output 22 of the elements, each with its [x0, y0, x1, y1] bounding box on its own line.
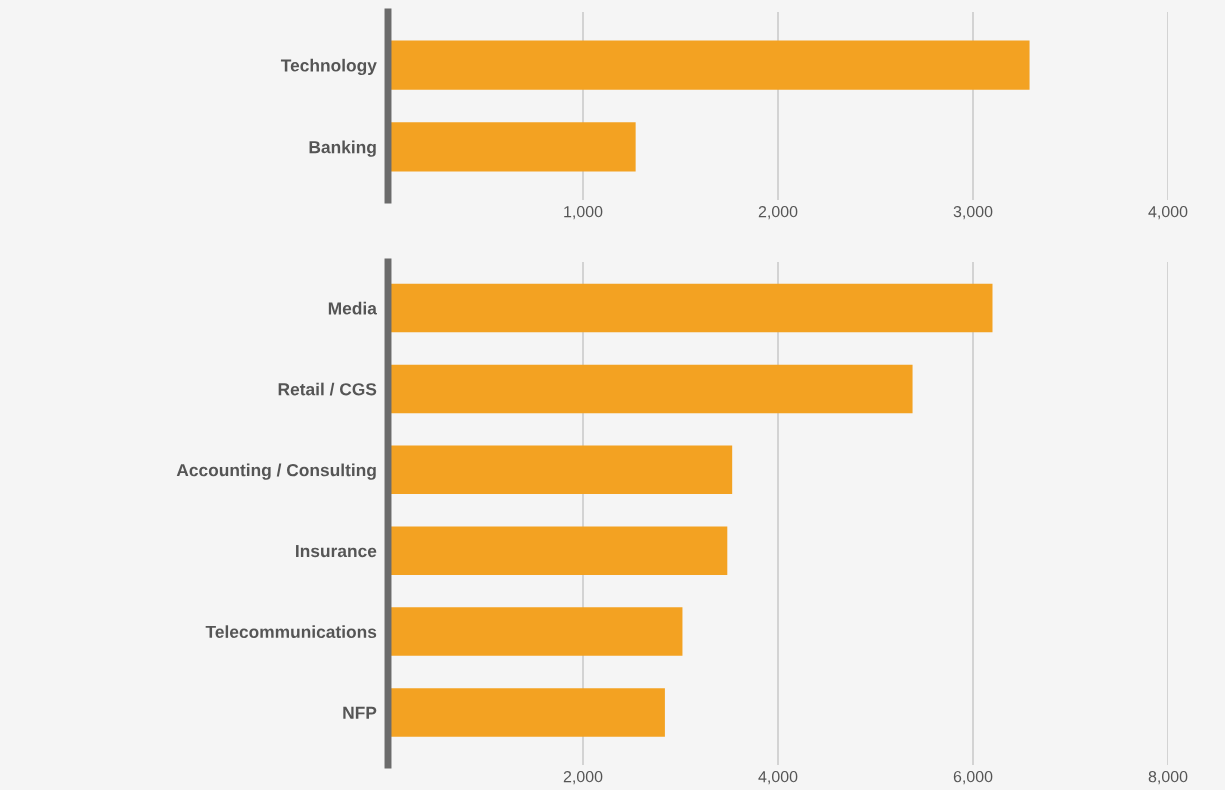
bar [388, 526, 728, 575]
y-tick-label: Media [328, 301, 377, 315]
bar [388, 364, 913, 414]
x-tick-label: 8,000 [1148, 770, 1188, 785]
x-tick-label: 4,000 [1148, 205, 1188, 220]
bar [388, 607, 683, 656]
y-tick-label: Technology [280, 58, 377, 76]
y-tick-label: Banking [309, 140, 376, 157]
y-tick-label: Retail / CGS [278, 382, 377, 396]
bar [388, 283, 993, 333]
y-tick-label: Insurance [296, 545, 377, 558]
bar [388, 445, 733, 495]
y-tick-label: NFP [343, 706, 377, 719]
bar [388, 688, 665, 737]
x-tick-label: 6,000 [953, 770, 993, 785]
x-tick-label: 3,000 [953, 205, 993, 220]
y-tick-label: Accounting / Consulting [176, 463, 376, 480]
x-tick-label: 4,000 [758, 770, 798, 785]
y-tick-label: Telecommunications [205, 625, 377, 639]
x-tick-label: 2,000 [563, 770, 603, 785]
x-tick-label: 1,000 [564, 205, 603, 220]
x-tick-label: 2,000 [758, 205, 798, 220]
